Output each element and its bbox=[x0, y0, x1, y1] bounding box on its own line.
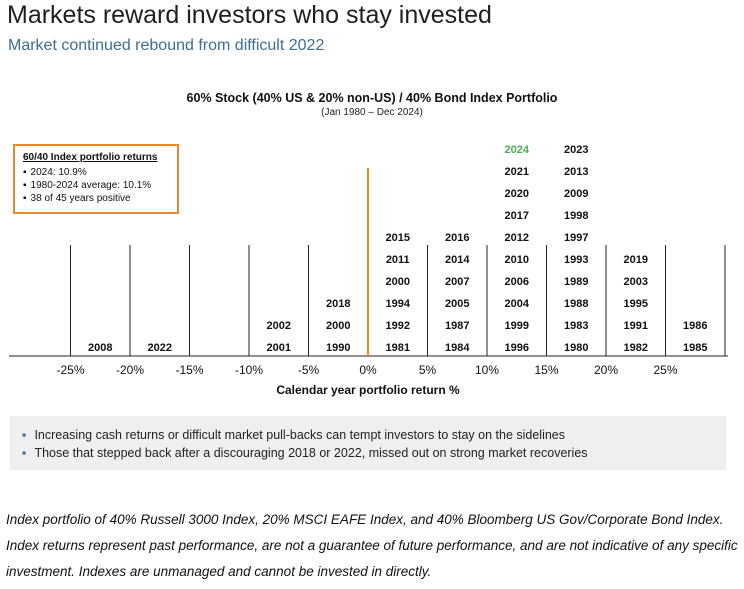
year-label: 1980 bbox=[564, 342, 588, 354]
year-label: 2020 bbox=[505, 188, 529, 200]
year-label: 2006 bbox=[505, 276, 529, 288]
year-label: 2015 bbox=[386, 232, 410, 244]
year-label: 2016 bbox=[445, 232, 469, 244]
year-label: 1982 bbox=[624, 342, 648, 354]
x-tick-label: -10% bbox=[235, 363, 263, 377]
x-axis-label: Calendar year portfolio return % bbox=[276, 383, 460, 397]
year-label: 1981 bbox=[386, 342, 410, 354]
legend-item: 38 of 45 years positive bbox=[23, 192, 169, 205]
year-label: 1996 bbox=[505, 342, 529, 354]
year-label: 2022 bbox=[148, 342, 172, 354]
x-tick-label: 0% bbox=[359, 363, 377, 377]
x-tick-label: -25% bbox=[56, 363, 84, 377]
notes-box: Increasing cash returns or difficult mar… bbox=[10, 416, 726, 470]
legend-item: 1980-2024 average: 10.1% bbox=[23, 179, 169, 192]
x-tick-label: -20% bbox=[116, 363, 144, 377]
year-label: 2004 bbox=[505, 298, 530, 310]
year-label: 2014 bbox=[445, 254, 470, 266]
year-label: 1985 bbox=[683, 342, 707, 354]
x-tick-label: 15% bbox=[534, 363, 558, 377]
year-label: 1991 bbox=[624, 320, 648, 332]
year-label: 2017 bbox=[505, 210, 529, 222]
year-label: 2010 bbox=[505, 254, 529, 266]
legend-item: 2024: 10.9% bbox=[23, 166, 169, 179]
year-label: 2001 bbox=[267, 342, 291, 354]
x-tick-label: -15% bbox=[175, 363, 203, 377]
year-label: 2013 bbox=[564, 166, 588, 178]
note-item: Those that stepped back after a discoura… bbox=[22, 444, 714, 462]
year-label: 1984 bbox=[445, 342, 470, 354]
year-label: 2009 bbox=[564, 188, 588, 200]
year-label: 2021 bbox=[505, 166, 529, 178]
year-label: 2000 bbox=[326, 320, 350, 332]
year-label: 1992 bbox=[386, 320, 410, 332]
year-label: 1998 bbox=[564, 210, 588, 222]
page-title: Markets reward investors who stay invest… bbox=[7, 1, 492, 29]
legend-heading: 60/40 Index portfolio returns bbox=[23, 152, 158, 163]
year-label: 2005 bbox=[445, 298, 469, 310]
x-tick-label: 20% bbox=[594, 363, 618, 377]
year-label: 2024 bbox=[505, 144, 530, 156]
year-label: 1990 bbox=[326, 342, 350, 354]
year-label: 2023 bbox=[564, 144, 588, 156]
year-label: 1994 bbox=[386, 298, 411, 310]
x-tick-label: 25% bbox=[653, 363, 677, 377]
year-label: 1986 bbox=[683, 320, 707, 332]
year-label: 1988 bbox=[564, 298, 588, 310]
year-label: 2011 bbox=[386, 254, 410, 266]
year-label: 2019 bbox=[624, 254, 648, 266]
year-label: 2002 bbox=[267, 320, 291, 332]
year-label: 1993 bbox=[564, 254, 588, 266]
year-label: 1989 bbox=[564, 276, 588, 288]
year-label: 2012 bbox=[505, 232, 529, 244]
year-label: 2008 bbox=[88, 342, 112, 354]
year-label: 1999 bbox=[505, 320, 529, 332]
chart-title: 60% Stock (40% US & 20% non-US) / 40% Bo… bbox=[186, 91, 558, 105]
legend-box: 60/40 Index portfolio returns 2024: 10.9… bbox=[13, 144, 179, 214]
page-subtitle: Market continued rebound from difficult … bbox=[8, 37, 325, 54]
year-label: 2007 bbox=[445, 276, 469, 288]
year-label: 2000 bbox=[386, 276, 410, 288]
year-label: 1995 bbox=[624, 298, 648, 310]
returns-chart: 2008 2022 2001 2002 1990 2000 2018 1981 1992 1994… bbox=[9, 144, 728, 397]
x-tick-label: -5% bbox=[298, 363, 320, 377]
footnote: Index portfolio of 40% Russell 3000 Inde… bbox=[6, 512, 738, 579]
x-tick-label: 10% bbox=[475, 363, 499, 377]
year-label: 1983 bbox=[564, 320, 588, 332]
year-label: 2003 bbox=[624, 276, 648, 288]
year-label: 1987 bbox=[445, 320, 469, 332]
note-item: Increasing cash returns or difficult mar… bbox=[22, 426, 714, 444]
chart-subtitle: (Jan 1980 – Dec 2024) bbox=[321, 107, 423, 118]
year-label: 1997 bbox=[564, 232, 588, 244]
x-tick-label: 5% bbox=[419, 363, 437, 377]
year-label: 2018 bbox=[326, 298, 350, 310]
